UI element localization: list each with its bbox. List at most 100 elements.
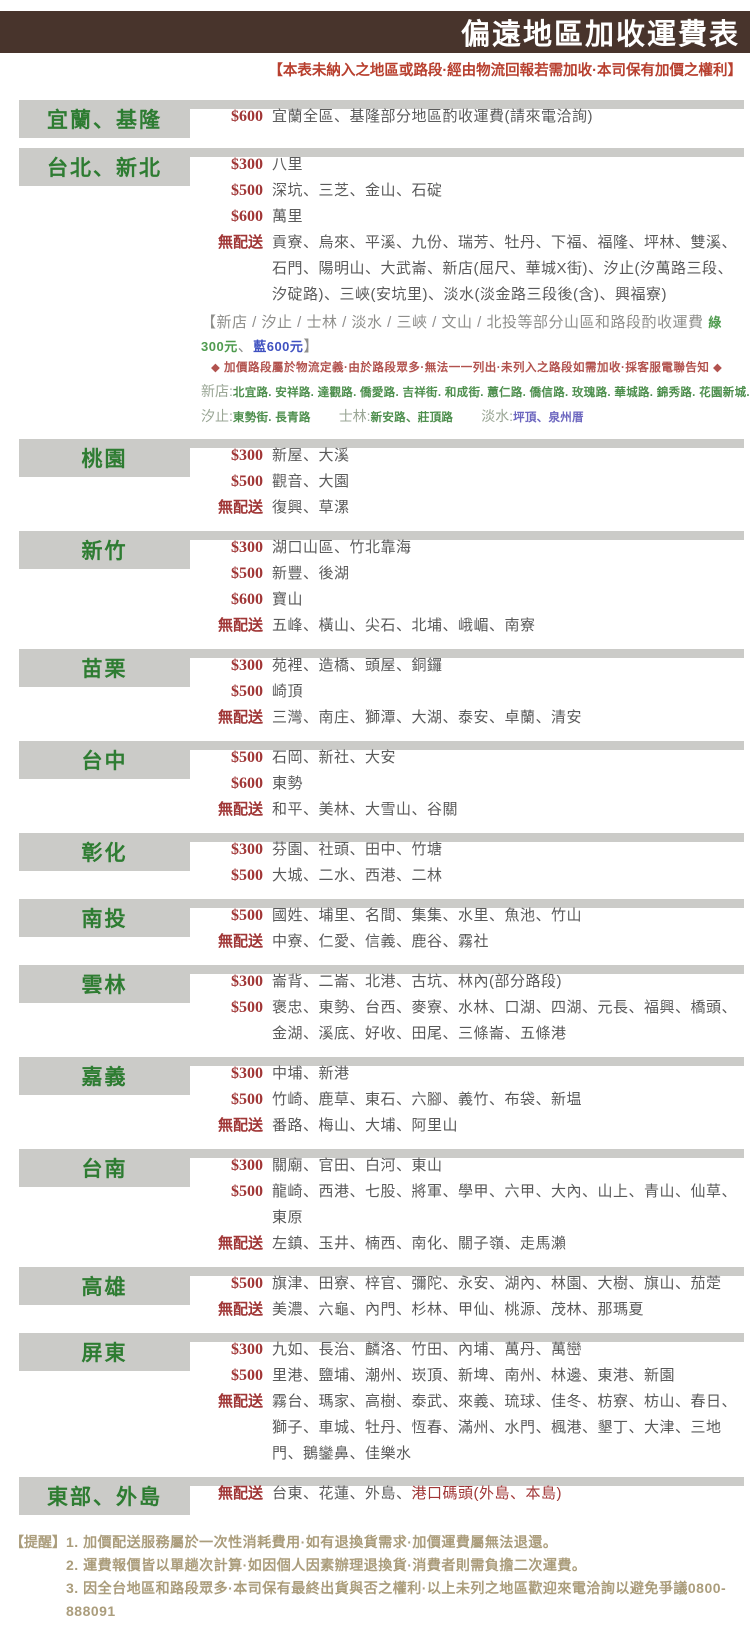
region-fee-body: $600 宜蘭全區、基隆部分地區酌收運費(請來電洽詢) (205, 100, 744, 130)
region-label: 東部、外島 (47, 1486, 162, 1509)
fee-row: $300 湖口山區、竹北靠海 (205, 535, 744, 561)
region-fee-body: $300 崙背、二崙、北港、古坑、林內(部分路段) $500 褒忠、東勢、台西、麥寮、… (205, 965, 744, 1047)
fee-table-sections: 宜蘭、基隆 $600 宜蘭全區、基隆部分地區酌收運費(請來電洽詢) 台北、新北 $300… (0, 100, 750, 1515)
fee-amount: $500 (231, 907, 263, 924)
fee-amount: 無配送 (217, 499, 263, 516)
fee-areas: 三灣、南庄、獅潭、大湖、泰安、卓蘭、清安 (272, 705, 744, 731)
region-section: 台北、新北 $300 八里 $500 深坑、三芝、金山、石碇 $600 萬里 無配送 貢寮、烏來… (19, 148, 750, 429)
region-fee-body: 無配送 台東、花蓮、外島、港口碼頭(外島、本島) (205, 1477, 744, 1507)
fee-row: $300 八里 (205, 152, 744, 178)
region-label: 南投 (81, 908, 128, 931)
fee-areas: 芬園、社頭、田中、竹塘 (272, 837, 744, 863)
fee-amount: $300 (231, 1157, 263, 1174)
fee-row: $500 新豐、後湖 (205, 561, 744, 587)
fee-areas: 中寮、仁愛、信義、鹿谷、霧社 (272, 929, 744, 955)
fee-row: 無配送 美濃、六龜、內門、杉林、甲仙、桃源、茂林、那瑪夏 (205, 1297, 744, 1323)
region-fee-body: $500 石岡、新社、大安 $600 東勢 無配送 和平、美林、大雪山、谷關 (205, 741, 744, 823)
region-label: 台中 (81, 750, 128, 773)
section-top-strip (19, 1057, 744, 1066)
fee-row: 無配送 三灣、南庄、獅潭、大湖、泰安、卓蘭、清安 (205, 705, 744, 731)
region-section: 台中 $500 石岡、新社、大安 $600 東勢 無配送 和平、美林、大雪山、谷關 (19, 741, 744, 823)
region-label-box: 台南 (19, 1149, 190, 1187)
fee-areas: 石岡、新社、大安 (272, 745, 744, 771)
region-label-box: 雲林 (19, 965, 190, 1003)
fee-areas: 新豐、後湖 (272, 561, 744, 587)
fee-row: $500 旗津、田寮、梓官、彌陀、永安、湖內、林園、大樹、旗山、茄萣 (205, 1271, 744, 1297)
fee-row: $600 宜蘭全區、基隆部分地區酌收運費(請來電洽詢) (205, 104, 744, 130)
region-label: 新竹 (81, 540, 128, 563)
fee-areas: 左鎮、玉井、楠西、南化、關子嶺、走馬瀨 (272, 1231, 744, 1257)
street-line: 汐止:東勢街. 長青路 士林:新安路、莊頂路 淡水:坪頂、泉州厝 (201, 406, 744, 429)
fee-row: 無配送 番路、梅山、大埔、阿里山 (205, 1113, 744, 1139)
fee-row: $500 深坑、三芝、金山、石碇 (205, 178, 744, 204)
region-label: 屏東 (81, 1342, 128, 1365)
region-fee-body: $300 中埔、新港 $500 竹崎、鹿草、東石、六腳、義竹、布袋、新塭 無配送 番路、梅… (205, 1057, 744, 1139)
blue-fee-tag: 藍600元 (253, 339, 304, 354)
fee-amount: 無配送 (217, 234, 263, 251)
fee-row: 無配送 五峰、橫山、尖石、北埔、峨嵋、南寮 (205, 613, 744, 639)
fee-areas: 崙背、二崙、北港、古坑、林內(部分路段) (272, 969, 744, 995)
region-section: 嘉義 $300 中埔、新港 $500 竹崎、鹿草、東石、六腳、義竹、布袋、新塭 無配送 番路… (19, 1057, 744, 1139)
fee-areas-text: 旗津、田寮、梓官、彌陀、永安、湖內、林園、大樹、旗山、茄萣 (272, 1275, 722, 1292)
fee-amount: 無配送 (217, 1393, 263, 1410)
fee-areas-text: 竹崎、鹿草、東石、六腳、義竹、布袋、新塭 (272, 1091, 583, 1108)
fee-areas: 霧台、瑪家、高樹、泰武、來義、琉球、佳冬、枋寮、枋山、春日、獅子、車城、牡丹、恆… (272, 1389, 744, 1467)
fee-row: $600 東勢 (205, 771, 744, 797)
fee-areas: 貢寮、烏來、平溪、九份、瑞芳、牡丹、下福、福隆、坪林、雙溪、石門、陽明山、大武崙… (272, 230, 744, 308)
fee-areas: 台東、花蓮、外島、港口碼頭(外島、本島) (272, 1481, 744, 1507)
fee-amount: $500 (231, 1183, 263, 1200)
fee-areas: 五峰、橫山、尖石、北埔、峨嵋、南寮 (272, 613, 744, 639)
section-top-strip (19, 100, 744, 109)
fee-amount: $300 (231, 1065, 263, 1082)
fee-areas-text: 龍崎、西港、七股、將軍、學甲、六甲、大內、山上、青山、仙草、東原 (272, 1183, 738, 1226)
fee-areas-text: 貢寮、烏來、平溪、九份、瑞芳、牡丹、下福、福隆、坪林、雙溪、石門、陽明山、大武崙… (272, 234, 738, 303)
fee-areas: 大城、二水、西港、二林 (272, 863, 744, 889)
fee-amount: $300 (231, 156, 263, 173)
region-label-box: 宜蘭、基隆 (19, 100, 190, 138)
region-section: 台南 $300 關廟、官田、白河、東山 $500 龍崎、西港、七股、將軍、學甲、六甲、大… (19, 1149, 744, 1257)
fee-areas: 龍崎、西港、七股、將軍、學甲、六甲、大內、山上、青山、仙草、東原 (272, 1179, 744, 1231)
region-fee-body: $300 苑裡、造橋、頭屋、銅鑼 $500 崎頂 無配送 三灣、南庄、獅潭、大湖、泰安、卓… (205, 649, 744, 731)
region-section: 宜蘭、基隆 $600 宜蘭全區、基隆部分地區酌收運費(請來電洽詢) (19, 100, 744, 138)
fee-areas: 湖口山區、竹北靠海 (272, 535, 744, 561)
section-top-strip (19, 1149, 744, 1158)
region-fee-body: $500 國姓、埔里、名間、集集、水里、魚池、竹山 無配送 中寮、仁愛、信義、鹿谷、霧… (205, 899, 744, 955)
street-list: 坪頂、泉州厝 (513, 412, 584, 424)
section-top-strip (19, 1267, 744, 1276)
region-label: 雲林 (81, 974, 128, 997)
section-top-strip (19, 649, 744, 658)
fee-areas-text: 左鎮、玉井、楠西、南化、關子嶺、走馬瀨 (272, 1235, 567, 1252)
note-closing-bracket: 】 (303, 338, 319, 355)
fee-areas: 東勢 (272, 771, 744, 797)
street-district-label: 淡水: (481, 408, 514, 424)
fee-row: 無配送 中寮、仁愛、信義、鹿谷、霧社 (205, 929, 744, 955)
fee-amount: $300 (231, 657, 263, 674)
fee-amount: $600 (231, 208, 263, 225)
fee-areas-text: 里港、鹽埔、潮州、崁頂、新埤、南州、林邊、東港、新園 (272, 1367, 676, 1384)
region-fee-body: $300 八里 $500 深坑、三芝、金山、石碇 $600 萬里 無配送 貢寮、烏來、平溪、九… (201, 148, 750, 429)
fee-row: $500 大城、二水、西港、二林 (205, 863, 744, 889)
fee-row: $500 崎頂 (205, 679, 744, 705)
fee-row: $600 萬里 (205, 204, 744, 230)
region-label-box: 苗栗 (19, 649, 190, 687)
footer-note: 3. 因全台地區和路段眾多·本司保有最終出貨與否之權利·以上未列之地區歡迎來電洽… (66, 1580, 727, 1619)
header-bar: 偏遠地區加收運費表 (0, 11, 750, 53)
section-top-strip (19, 148, 744, 157)
region-section: 彰化 $300 芬園、社頭、田中、竹塘 $500 大城、二水、西港、二林 (19, 833, 744, 889)
fee-row: 無配送 貢寮、烏來、平溪、九份、瑞芳、牡丹、下福、福隆、坪林、雙溪、石門、陽明山、… (205, 230, 744, 308)
region-label-box: 台北、新北 (19, 148, 190, 186)
fee-areas: 旗津、田寮、梓官、彌陀、永安、湖內、林園、大樹、旗山、茄萣 (272, 1271, 744, 1297)
fee-amount: $500 (231, 1275, 263, 1292)
fee-row: $300 崙背、二崙、北港、古坑、林內(部分路段) (205, 969, 744, 995)
fee-areas: 番路、梅山、大埔、阿里山 (272, 1113, 744, 1139)
fee-row: $500 里港、鹽埔、潮州、崁頂、新埤、南州、林邊、東港、新園 (205, 1363, 744, 1389)
fee-areas-text: 石岡、新社、大安 (272, 749, 397, 766)
fee-row: $500 觀音、大園 (205, 469, 744, 495)
fee-row: $500 石岡、新社、大安 (205, 745, 744, 771)
region-fee-body: $300 湖口山區、竹北靠海 $500 新豐、後湖 $600 寶山 無配送 五峰、橫山、尖石、… (205, 531, 744, 639)
fee-amount: $500 (231, 999, 263, 1016)
region-label: 彰化 (81, 842, 128, 865)
region-label-box: 屏東 (19, 1333, 190, 1371)
fee-amount: $600 (231, 108, 263, 125)
fee-amount: 無配送 (217, 801, 263, 818)
